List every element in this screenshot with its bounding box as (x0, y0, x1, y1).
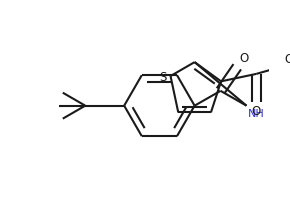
Text: S: S (160, 70, 167, 83)
Text: O: O (252, 105, 261, 118)
Text: NH: NH (248, 108, 265, 118)
Text: O: O (239, 52, 248, 65)
Text: O: O (284, 52, 290, 65)
